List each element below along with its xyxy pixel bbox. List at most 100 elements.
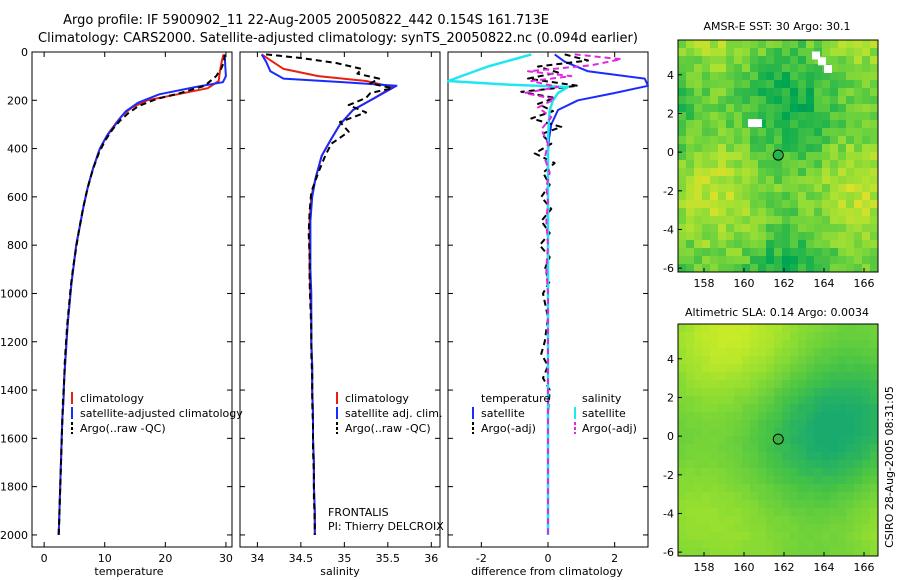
map-cell xyxy=(678,348,686,356)
map-cell xyxy=(734,200,742,208)
map-cell xyxy=(694,256,702,264)
map-cell xyxy=(686,112,694,120)
map-cell xyxy=(870,332,878,340)
map-cell xyxy=(718,340,726,348)
map-cell xyxy=(726,484,734,492)
map-cell xyxy=(862,120,870,128)
map-cell xyxy=(750,524,758,532)
map-cell xyxy=(702,176,710,184)
map-cell xyxy=(702,484,710,492)
map-cell xyxy=(846,160,854,168)
map-cell xyxy=(870,444,878,452)
map-cell xyxy=(766,56,774,64)
map-cell xyxy=(718,484,726,492)
map-cell xyxy=(750,264,758,272)
map-cell xyxy=(838,540,846,548)
map-cell xyxy=(766,136,774,144)
map-cell xyxy=(790,332,798,340)
map-cell xyxy=(742,388,750,396)
map-cell xyxy=(782,452,790,460)
map-cell xyxy=(694,56,702,64)
map-cell xyxy=(686,540,694,548)
map-cell xyxy=(742,152,750,160)
map-cell xyxy=(870,240,878,248)
map-cell xyxy=(814,136,822,144)
map-cell xyxy=(694,192,702,200)
map-cell xyxy=(838,168,846,176)
series-line-salinity-satellite xyxy=(446,53,570,535)
temperature-panel: 0 10 20 30 02004006008001000120014001600180… xyxy=(0,46,243,578)
map-cell xyxy=(806,192,814,200)
map-cell xyxy=(758,96,766,104)
map-cell xyxy=(710,248,718,256)
map-cell xyxy=(750,224,758,232)
map-cell xyxy=(710,356,718,364)
map-cell xyxy=(846,516,854,524)
map-cell xyxy=(870,396,878,404)
map-cell xyxy=(734,540,742,548)
map-cell xyxy=(854,120,862,128)
map-cell xyxy=(718,128,726,136)
map-cell xyxy=(822,128,830,136)
map-cell xyxy=(678,532,686,540)
map-cell xyxy=(774,128,782,136)
map-cell xyxy=(718,500,726,508)
map-cell xyxy=(678,324,686,332)
project-annotation: FRONTALIS xyxy=(328,506,389,519)
map-cell xyxy=(702,492,710,500)
map-cell xyxy=(742,460,750,468)
map-cell xyxy=(822,176,830,184)
map-cell xyxy=(838,428,846,436)
map-cell xyxy=(862,356,870,364)
map-cell xyxy=(774,428,782,436)
map-cell xyxy=(766,48,774,56)
map-cell xyxy=(870,120,878,128)
map-cell xyxy=(782,540,790,548)
map-cell xyxy=(798,516,806,524)
map-cell xyxy=(678,332,686,340)
map-cell xyxy=(750,324,758,332)
map-cell xyxy=(678,484,686,492)
map-cell xyxy=(838,160,846,168)
map-cell xyxy=(718,492,726,500)
map-cell xyxy=(814,160,822,168)
map-cell xyxy=(686,40,694,48)
map-cell xyxy=(734,428,742,436)
map-cell xyxy=(718,216,726,224)
map-cell xyxy=(830,136,838,144)
map-cell xyxy=(782,516,790,524)
map-cell xyxy=(686,420,694,428)
map-cell xyxy=(758,136,766,144)
map-cell xyxy=(870,208,878,216)
series-line-satellite-adj-clim xyxy=(260,53,398,535)
map-cell xyxy=(838,96,846,104)
map-cell xyxy=(758,356,766,364)
map-cell xyxy=(750,192,758,200)
map-cell xyxy=(758,256,766,264)
map-cell xyxy=(758,492,766,500)
map-cell xyxy=(814,532,822,540)
map-cell xyxy=(766,144,774,152)
map-cell xyxy=(862,40,870,48)
map-cell xyxy=(750,72,758,80)
map-cell xyxy=(678,160,686,168)
map-cell xyxy=(678,176,686,184)
map-cell xyxy=(846,104,854,112)
map-cell xyxy=(830,356,838,364)
map-cell xyxy=(846,340,854,348)
map-cell xyxy=(694,224,702,232)
map-cell xyxy=(702,200,710,208)
map-cell xyxy=(782,160,790,168)
map-cell xyxy=(814,436,822,444)
map-cell xyxy=(822,436,830,444)
x-tick-label: 35 xyxy=(337,552,351,565)
map-cell xyxy=(782,40,790,48)
map-cell xyxy=(702,256,710,264)
y-tick-label: 1000 xyxy=(0,287,28,300)
map-cell xyxy=(790,380,798,388)
map-cell xyxy=(702,88,710,96)
map-cell xyxy=(758,372,766,380)
map-cell xyxy=(814,168,822,176)
map-cell xyxy=(718,524,726,532)
map-cell xyxy=(742,208,750,216)
